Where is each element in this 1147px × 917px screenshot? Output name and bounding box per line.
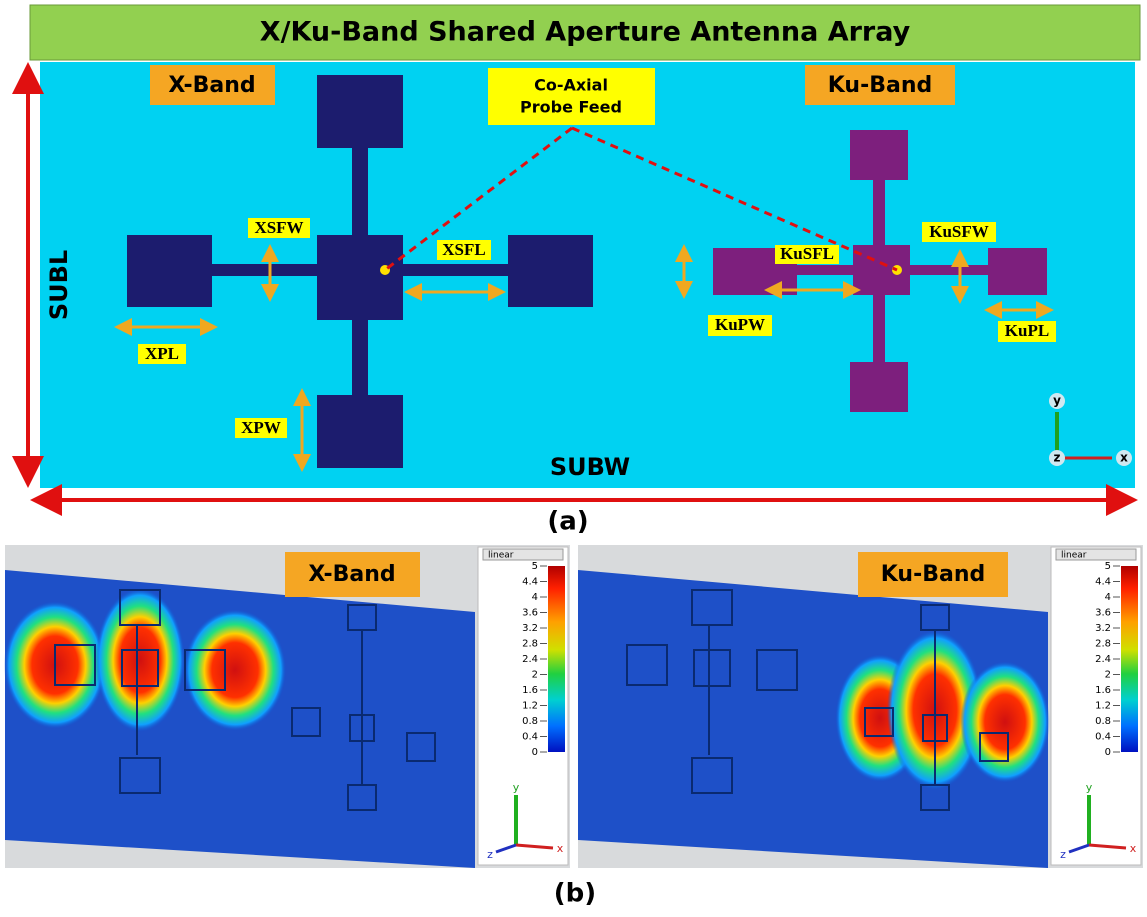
subw-label: SUBW: [550, 453, 630, 481]
colorbar-tick-label: 4.4: [522, 577, 538, 588]
colorbar-tick-label: 0: [1105, 747, 1111, 758]
colorbar-tick-label: 1.2: [1095, 701, 1111, 712]
colorbar-tick-label: 1.2: [522, 701, 538, 712]
dim-label: XSFL: [442, 240, 485, 259]
dim-label: KuSFL: [780, 244, 834, 263]
colorbar-tick-label: 1.6: [522, 685, 538, 696]
panel-a: SUBL SUBW X-Band Ku-Band: [28, 62, 1135, 537]
axis-label: z: [487, 848, 493, 861]
axis-label: x: [1130, 842, 1137, 855]
colorbar-tick-label: 5: [1105, 561, 1111, 572]
band-label: Ku-Band: [828, 73, 932, 98]
feed-label: Co-Axial: [534, 76, 608, 95]
caption: (b): [554, 879, 596, 909]
colorbar-tick-label: 0: [532, 747, 538, 758]
colorbar-tick-label: 2: [1105, 670, 1111, 681]
feed-label: Probe Feed: [520, 98, 622, 117]
colorbar-tick-label: 3.2: [522, 623, 538, 634]
dim-label: KuPL: [1005, 321, 1049, 340]
colorbar-tick-label: 4.4: [1095, 577, 1111, 588]
scale-label: linear: [1061, 551, 1087, 561]
colorbar-tick-label: 0.4: [522, 732, 538, 743]
colorbar-tick-label: 3.6: [1095, 608, 1111, 619]
dim-label: KuPW: [715, 315, 765, 334]
band-label: X-Band: [168, 73, 255, 98]
colorbar-tick-label: 2.4: [1095, 654, 1111, 665]
axis-label: x: [557, 842, 564, 855]
scale-label: linear: [488, 551, 514, 561]
colorbar-tick-label: 4: [1105, 592, 1111, 603]
axis-label: y: [1086, 781, 1093, 794]
caption: (a): [547, 507, 588, 537]
field-hotspot: [95, 588, 185, 732]
dim-label: KuSFW: [929, 222, 989, 241]
dim-label: XPL: [145, 344, 179, 363]
colorbar-tick-label: 0.4: [1095, 732, 1111, 743]
axis-label: y: [513, 781, 520, 794]
colorbar-tick-label: 0.8: [522, 716, 538, 727]
panel-b: X-Band linear 5 4.4 4 3.6 3.2 2.8 2.4 2 1.6 1.2 0.8 0…: [4, 545, 1143, 868]
axis-label: y: [1053, 394, 1061, 408]
subl-label: SUBL: [45, 250, 73, 320]
colorbar-tick-label: 4: [532, 592, 538, 603]
figure: X/Ku-Band Shared Aperture Antenna Array …: [0, 0, 1147, 917]
colorbar-tick-label: 2: [532, 670, 538, 681]
colorbar-tick-label: 3.6: [522, 608, 538, 619]
field-hotspot: [960, 661, 1050, 783]
field-hotspot: [184, 609, 286, 731]
dim-label: XSFW: [254, 218, 303, 237]
colorbar-tick-label: 5: [532, 561, 538, 572]
dim-label: XPW: [241, 418, 281, 437]
band-label: X-Band: [308, 562, 395, 587]
colorbar: [548, 566, 565, 752]
colorbar-tick-label: 3.2: [1095, 623, 1111, 634]
axis-label: z: [1054, 451, 1061, 465]
colorbar-tick-label: 2.8: [522, 639, 538, 650]
colorbar-tick-label: 0.8: [1095, 716, 1111, 727]
band-label: Ku-Band: [881, 562, 985, 587]
colorbar-tick-label: 2.4: [522, 654, 538, 665]
colorbar-tick-label: 2.8: [1095, 639, 1111, 650]
colorbar-tick-label: 1.6: [1095, 685, 1111, 696]
title: X/Ku-Band Shared Aperture Antenna Array: [260, 17, 911, 48]
axis-label: z: [1060, 848, 1066, 861]
colorbar: [1121, 566, 1138, 752]
axis-label: x: [1120, 451, 1128, 465]
